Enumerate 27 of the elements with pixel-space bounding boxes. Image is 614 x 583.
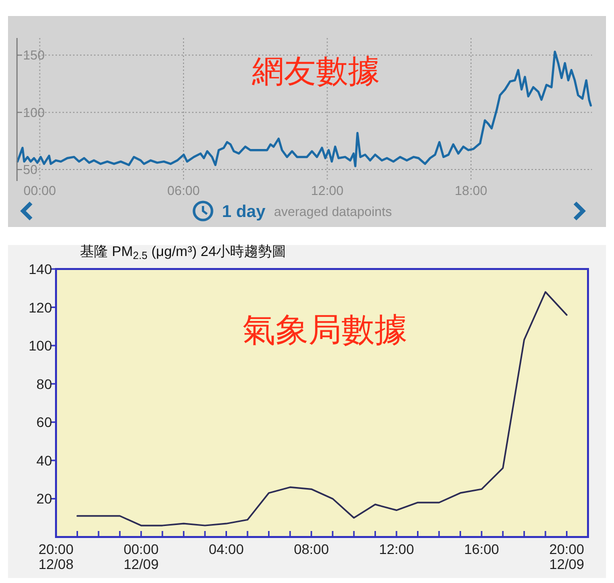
x-tick-label: 20:00 12/08 (38, 541, 74, 572)
annotation: 網友數據 (251, 53, 380, 89)
annotation: 氣象局數據 (242, 311, 408, 348)
y-tick-label: 100 (28, 338, 52, 354)
line-series (76, 291, 568, 526)
chart-title: 基隆 PM$_{2.5}$ (μg/m³) 24小時趨勢圖 (80, 243, 286, 262)
y-tick-label: 50 (23, 162, 38, 178)
y-tick-label: 100 (23, 104, 45, 120)
y-tick-label: 20 (36, 490, 52, 507)
text: averaged datapoints (274, 204, 392, 219)
y-tick-label: 120 (28, 299, 52, 316)
y-tick-label: 140 (28, 261, 52, 277)
x-tick-label: 00:00 12/09 (124, 541, 159, 572)
x-tick-label: 18:00 (454, 183, 488, 198)
text: 1 day (222, 202, 266, 221)
x-tick-label: 00:00 (23, 183, 56, 198)
y-tick-label: 150 (23, 48, 45, 63)
x-tick-label: 12:00 (378, 541, 414, 557)
x-tick-label: 08:00 (294, 541, 330, 557)
y-tick-label: 60 (36, 414, 52, 430)
x-tick-label: 12:00 (310, 183, 344, 198)
y-tick-label: 80 (36, 376, 52, 392)
x-tick-label: 16:00 (464, 541, 500, 557)
x-tick-label: 20:00 12/09 (549, 541, 584, 572)
x-tick-label: 04:00 (208, 541, 244, 557)
y-tick-label: 40 (36, 452, 52, 468)
x-tick-label: 06:00 (167, 183, 200, 198)
